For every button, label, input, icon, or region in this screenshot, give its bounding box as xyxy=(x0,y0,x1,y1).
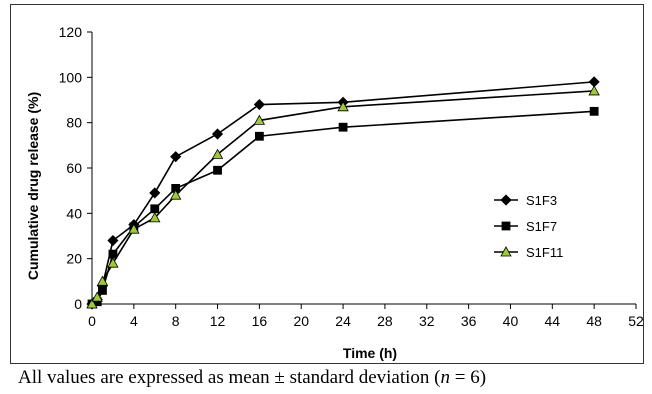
data-point xyxy=(150,204,160,214)
data-point xyxy=(589,106,599,116)
legend: S1F3 S1F7 S1F11 xyxy=(494,193,563,260)
caption: All values are expressed as mean ± stand… xyxy=(18,367,486,389)
x-tick-label: 8 xyxy=(172,313,180,329)
data-point xyxy=(107,257,119,268)
data-point xyxy=(337,100,349,112)
caption-prefix: All values are expressed as mean ± stand… xyxy=(18,367,441,388)
y-tick-label: 120 xyxy=(59,24,83,40)
caption-n-symbol: n xyxy=(440,367,450,388)
data-point xyxy=(211,148,224,159)
data-point xyxy=(86,298,98,309)
data-point xyxy=(253,114,266,125)
x-tick-label: 52 xyxy=(628,313,644,329)
caption-suffix: = 6) xyxy=(449,367,487,388)
data-point xyxy=(253,98,265,111)
x-axis-title: Time (h) xyxy=(343,345,397,361)
data-point xyxy=(108,249,118,259)
legend-item: S1F11 xyxy=(494,245,563,260)
y-tick-label: 20 xyxy=(66,251,82,267)
y-tick-label: 80 xyxy=(66,115,82,131)
data-point xyxy=(170,151,182,163)
y-tick-label: 100 xyxy=(59,69,83,85)
x-tick-label: 48 xyxy=(586,313,602,329)
legend-item: S1F3 xyxy=(494,193,557,208)
legend-marker xyxy=(501,221,511,231)
series-S1F3 xyxy=(86,76,600,310)
legend-item: S1F7 xyxy=(494,219,557,234)
x-tick-label: 28 xyxy=(377,313,393,329)
y-axis-title: Cumulative drug release (%) xyxy=(25,92,41,280)
series-line xyxy=(91,81,595,305)
x-tick-label: 24 xyxy=(335,313,351,329)
data-point xyxy=(254,131,264,141)
x-tick-label: 40 xyxy=(503,313,519,329)
x-tick-label: 20 xyxy=(293,313,309,329)
y-tick-label: 40 xyxy=(66,205,82,221)
data-point xyxy=(588,85,600,96)
x-tick-label: 36 xyxy=(461,313,477,329)
legend-label: S1F3 xyxy=(526,193,557,208)
series-S1F11 xyxy=(86,85,600,309)
data-point xyxy=(170,189,182,200)
data-point xyxy=(98,285,107,295)
data-point xyxy=(96,275,109,286)
y-tick-label: 0 xyxy=(74,296,82,312)
data-point xyxy=(149,212,161,223)
x-tick-label: 44 xyxy=(545,313,561,329)
legend-label: S1F7 xyxy=(526,219,557,234)
data-point xyxy=(213,165,222,175)
y-tick-label: 60 xyxy=(66,160,82,176)
series-line xyxy=(91,110,595,305)
legend-label: S1F11 xyxy=(526,245,563,260)
legend-marker xyxy=(500,194,512,206)
legend-marker xyxy=(500,246,512,257)
data-point xyxy=(149,187,161,199)
x-tick-label: 32 xyxy=(419,313,435,329)
x-tick-label: 16 xyxy=(252,313,268,329)
data-point xyxy=(107,234,119,247)
x-tick-label: 4 xyxy=(130,313,138,329)
data-point xyxy=(128,223,140,234)
data-point xyxy=(338,122,348,132)
data-point xyxy=(91,291,103,302)
x-tick-label: 12 xyxy=(210,313,226,329)
data-point xyxy=(211,128,224,140)
x-tick-label: 0 xyxy=(88,313,96,329)
series-layer xyxy=(86,76,600,310)
